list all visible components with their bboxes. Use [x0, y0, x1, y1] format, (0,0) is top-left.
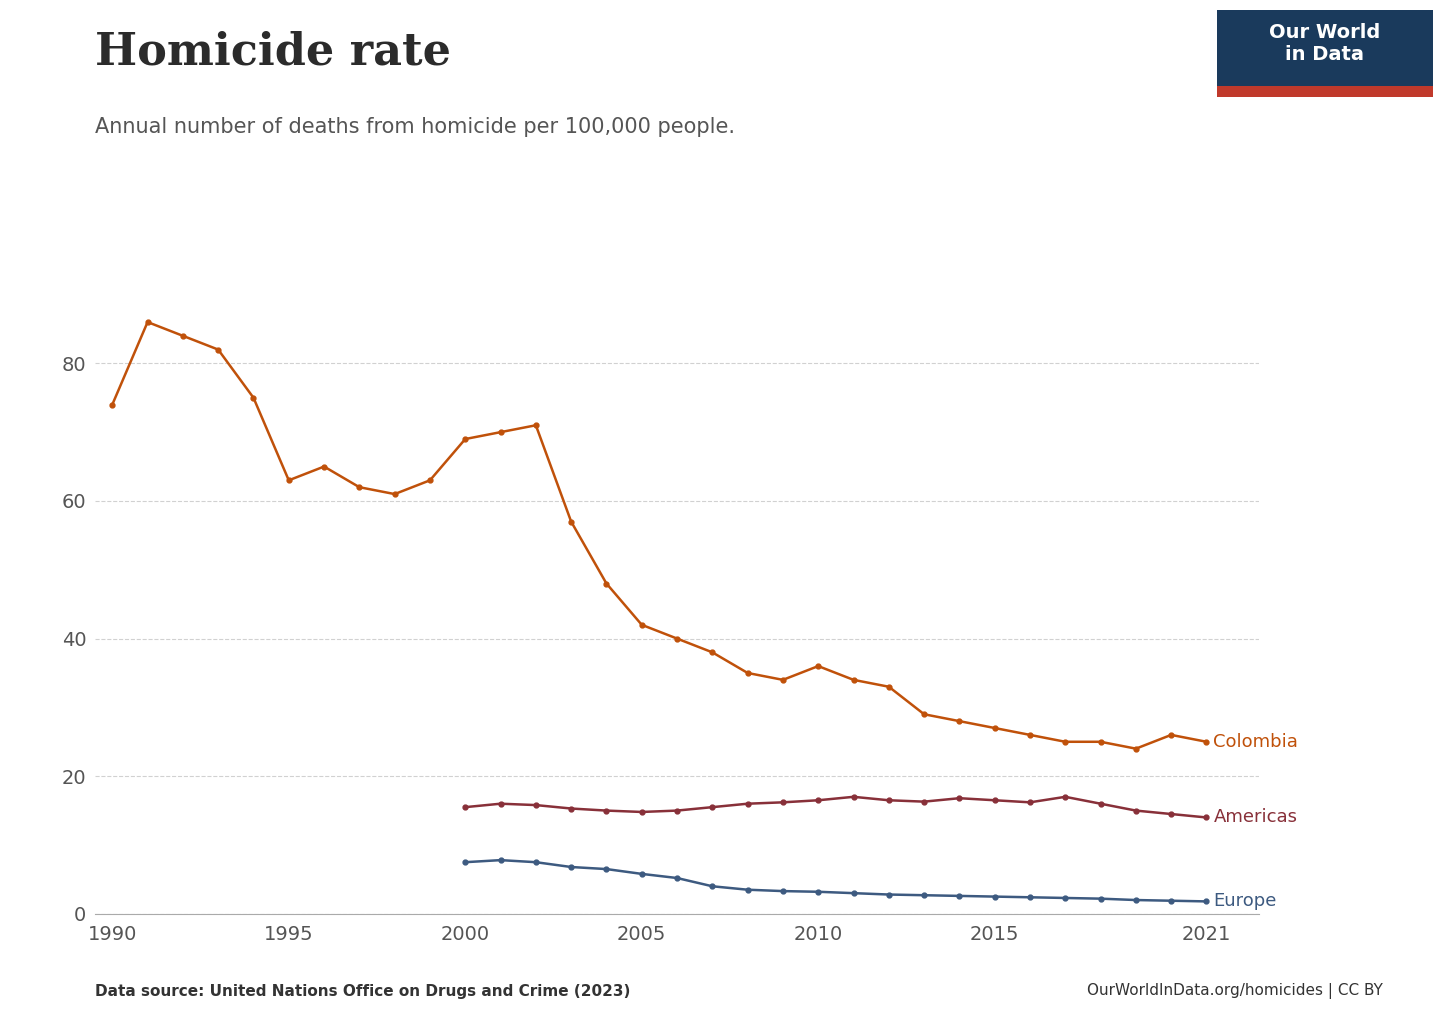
Text: Data source: United Nations Office on Drugs and Crime (2023): Data source: United Nations Office on Dr…	[95, 983, 630, 999]
Text: Europe: Europe	[1213, 892, 1277, 911]
Text: Our World
in Data: Our World in Data	[1270, 22, 1380, 63]
Text: Homicide rate: Homicide rate	[95, 31, 451, 74]
Text: Americas: Americas	[1213, 809, 1297, 826]
Text: OurWorldInData.org/homicides | CC BY: OurWorldInData.org/homicides | CC BY	[1088, 982, 1383, 999]
Text: Annual number of deaths from homicide per 100,000 people.: Annual number of deaths from homicide pe…	[95, 117, 735, 138]
Text: Colombia: Colombia	[1213, 733, 1299, 750]
